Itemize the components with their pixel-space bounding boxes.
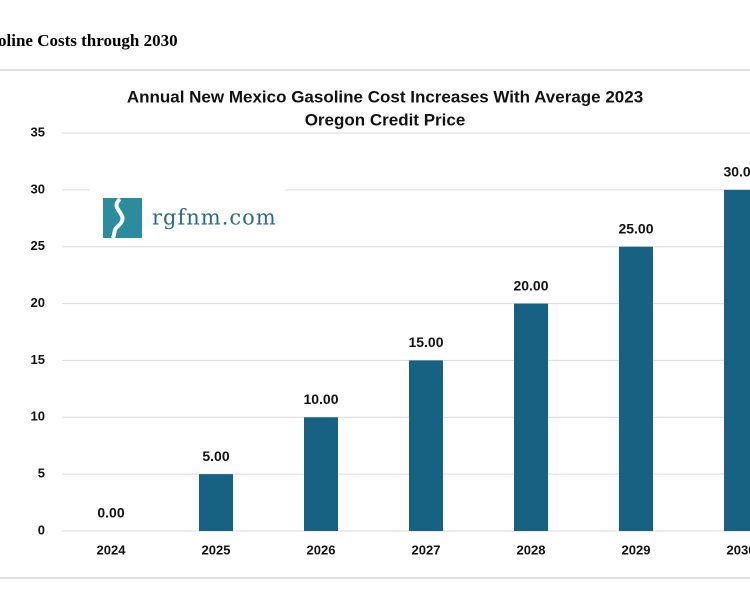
y-tick-label: 15 xyxy=(31,352,45,367)
value-label: 0.00 xyxy=(97,505,124,521)
value-label: 30.00 xyxy=(723,164,750,180)
value-label: 15.00 xyxy=(408,334,443,350)
value-label: 20.00 xyxy=(513,277,548,293)
bar xyxy=(199,474,233,531)
grid: 0 5 10 15 20 25 30 35 xyxy=(31,124,750,537)
plot: 2024 0.00 2025 5.00 2026 10.00 2027 15.00 2028 20… xyxy=(97,164,750,557)
y-tick-label: 0 xyxy=(38,522,45,537)
logo: rgfnm.com xyxy=(90,182,285,244)
y-tick-label: 20 xyxy=(31,295,45,310)
x-tick-label: 2027 xyxy=(412,542,441,557)
value-label: 25.00 xyxy=(618,220,653,236)
x-tick-label: 2024 xyxy=(97,542,127,557)
value-label: 10.00 xyxy=(303,391,338,407)
section-heading: oline Costs through 2030 xyxy=(0,31,178,50)
bar xyxy=(619,246,653,531)
bar xyxy=(514,303,548,531)
y-tick-label: 30 xyxy=(31,181,45,196)
bar xyxy=(724,189,750,531)
bar xyxy=(409,360,443,531)
x-tick-label: 2028 xyxy=(517,542,546,557)
logo-text: rgfnm.com xyxy=(152,206,277,230)
y-tick-label: 5 xyxy=(38,466,45,481)
bar xyxy=(304,417,338,531)
x-tick-label: 2030 xyxy=(727,542,750,557)
y-tick-label: 10 xyxy=(31,409,45,424)
y-tick-label: 35 xyxy=(31,124,45,139)
chart-title: Annual New Mexico Gasoline Cost Increase… xyxy=(127,87,643,106)
x-tick-label: 2029 xyxy=(622,542,651,557)
chart-title: Oregon Credit Price xyxy=(305,110,466,129)
x-tick-label: 2025 xyxy=(202,542,231,557)
x-tick-label: 2026 xyxy=(307,542,336,557)
value-label: 5.00 xyxy=(202,448,229,464)
y-tick-label: 25 xyxy=(31,238,45,253)
logo-river xyxy=(110,197,125,240)
